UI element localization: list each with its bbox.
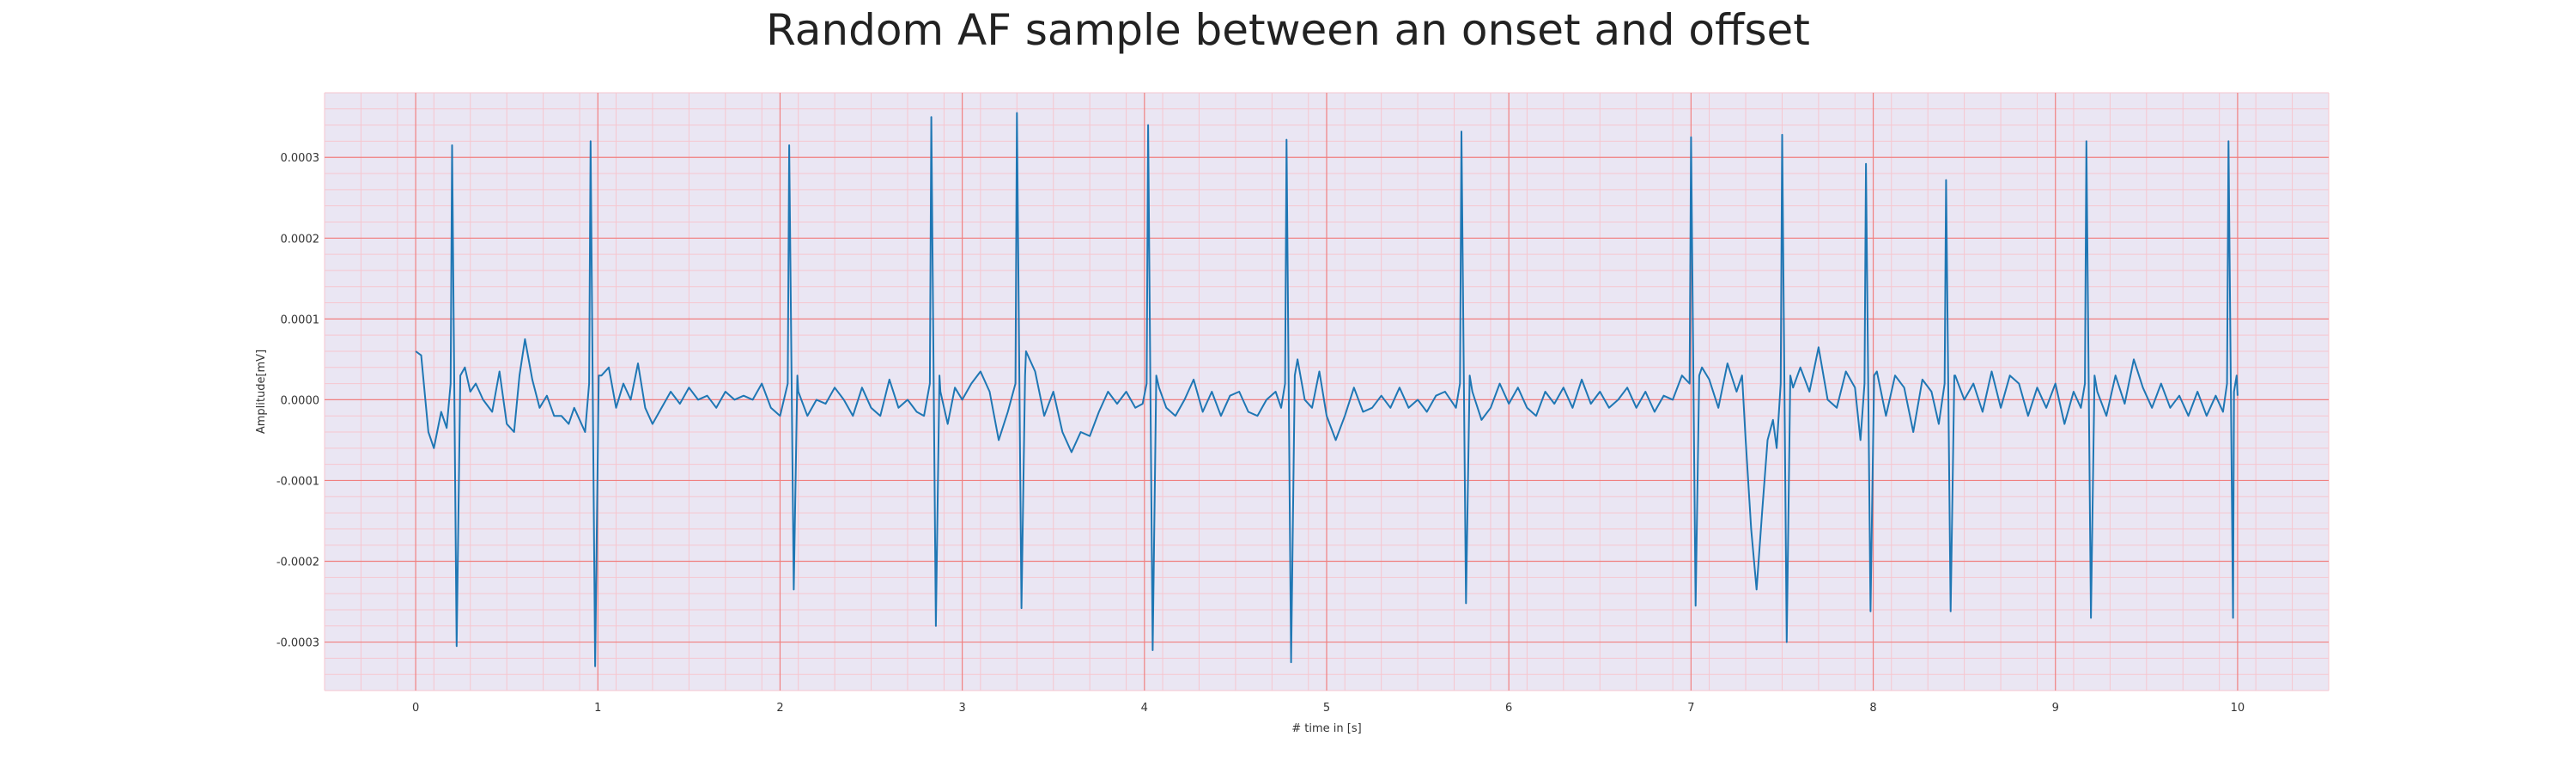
y-tick-label: 0.0000 — [281, 394, 320, 407]
x-axis-ticks: 0 1 2 3 4 5 6 7 8 9 10 — [412, 702, 2245, 715]
x-tick-label: 7 — [1687, 702, 1694, 715]
x-tick-label: 9 — [2052, 702, 2059, 715]
x-tick-label: 5 — [1323, 702, 1330, 715]
ecg-signal-line — [415, 112, 2239, 667]
x-tick-label: 1 — [594, 702, 601, 715]
x-tick-label: 0 — [412, 702, 419, 715]
x-tick-label: 8 — [1869, 702, 1876, 715]
y-tick-label: 0.0002 — [281, 233, 320, 246]
y-tick-label: -0.0003 — [276, 637, 319, 650]
x-axis-label: # time in [s] — [1291, 722, 1361, 735]
y-axis-ticks: 0.0003 0.0002 0.0001 0.0000 -0.0001 -0.0002 -0… — [276, 152, 319, 649]
chart-title: Random AF sample between an onset and of… — [766, 5, 1810, 55]
x-tick-label: 4 — [1141, 702, 1148, 715]
x-tick-label: 10 — [2231, 702, 2245, 715]
y-tick-label: -0.0002 — [276, 557, 319, 569]
major-grid — [325, 93, 2329, 691]
y-tick-label: 0.0001 — [281, 313, 320, 326]
x-tick-label: 3 — [958, 702, 965, 715]
x-tick-label: 2 — [776, 702, 783, 715]
x-tick-label: 6 — [1505, 702, 1512, 715]
y-axis-label: Amplitude[mV] — [255, 350, 268, 434]
y-tick-label: 0.0003 — [281, 152, 320, 165]
y-tick-label: -0.0001 — [276, 475, 319, 488]
